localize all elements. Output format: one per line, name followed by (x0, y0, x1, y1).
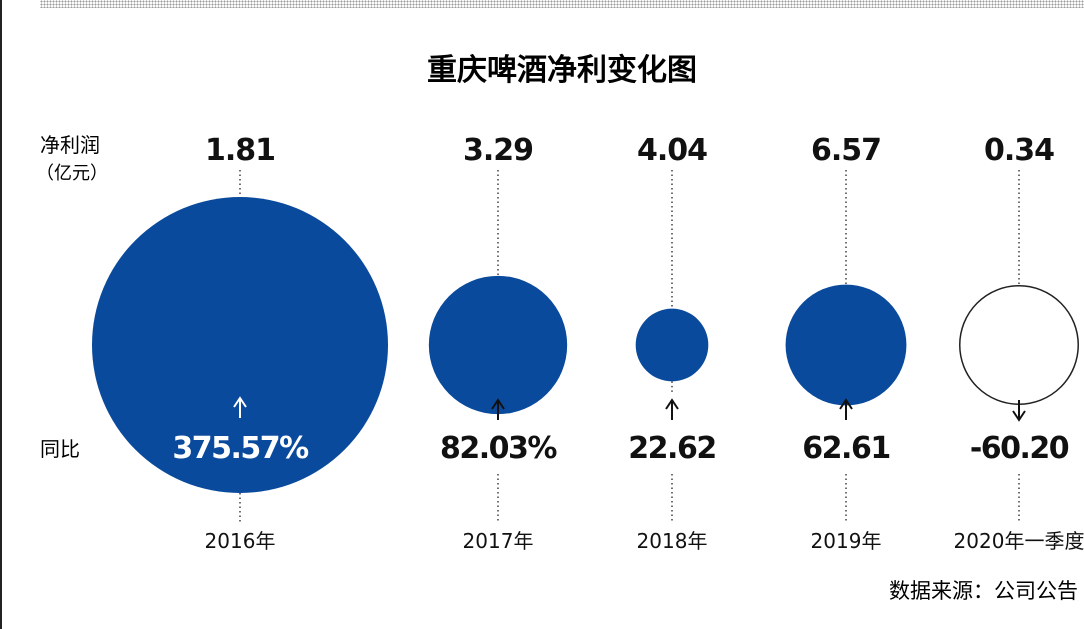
dotted-top-border (40, 0, 1084, 8)
up-arrow-head-icon (491, 398, 505, 410)
value-unit-label: （亿元） (36, 163, 108, 184)
net-profit-value: 1.81 (205, 133, 275, 168)
period-label: 2018年 (637, 529, 708, 553)
yoy-bubble (785, 284, 907, 406)
net-profit-value: 0.34 (984, 133, 1054, 168)
yoy-value: 22.62 (628, 431, 715, 466)
yoy-bubble (635, 308, 709, 382)
yoy-value: -60.20 (970, 431, 1069, 466)
yoy-bubble (92, 197, 388, 493)
chart-columns: 1.81 375.57% 2016年 3.29 82.03% 2017年 4.04 22.62… (92, 133, 1084, 553)
period-label: 2016年 (205, 529, 276, 553)
down-arrow-head-icon (1012, 410, 1026, 422)
yoy-bubble (428, 275, 568, 415)
yoy-bubble (958, 284, 1080, 406)
yoy-value: 62.61 (802, 431, 889, 466)
net-profit-value: 3.29 (463, 133, 533, 168)
yoy-value: 375.57% (172, 431, 309, 466)
up-arrow-head-icon (233, 396, 247, 408)
net-profit-value: 6.57 (811, 133, 881, 168)
chart-title: 重庆啤酒净利变化图 (427, 53, 697, 88)
net-profit-value: 4.04 (637, 133, 707, 168)
source-note: 数据来源：公司公告 (889, 579, 1078, 603)
period-label: 2020年一季度 (954, 529, 1084, 553)
value-row-label: 净利润 (40, 133, 100, 157)
period-label: 2019年 (811, 529, 882, 553)
left-edge-rule (0, 0, 2, 629)
yoy-value: 82.03% (440, 431, 557, 466)
yoy-row-label: 同比 (40, 437, 80, 461)
period-label: 2017年 (463, 529, 534, 553)
up-arrow-head-icon (839, 398, 853, 410)
up-arrow-head-icon (665, 398, 679, 410)
